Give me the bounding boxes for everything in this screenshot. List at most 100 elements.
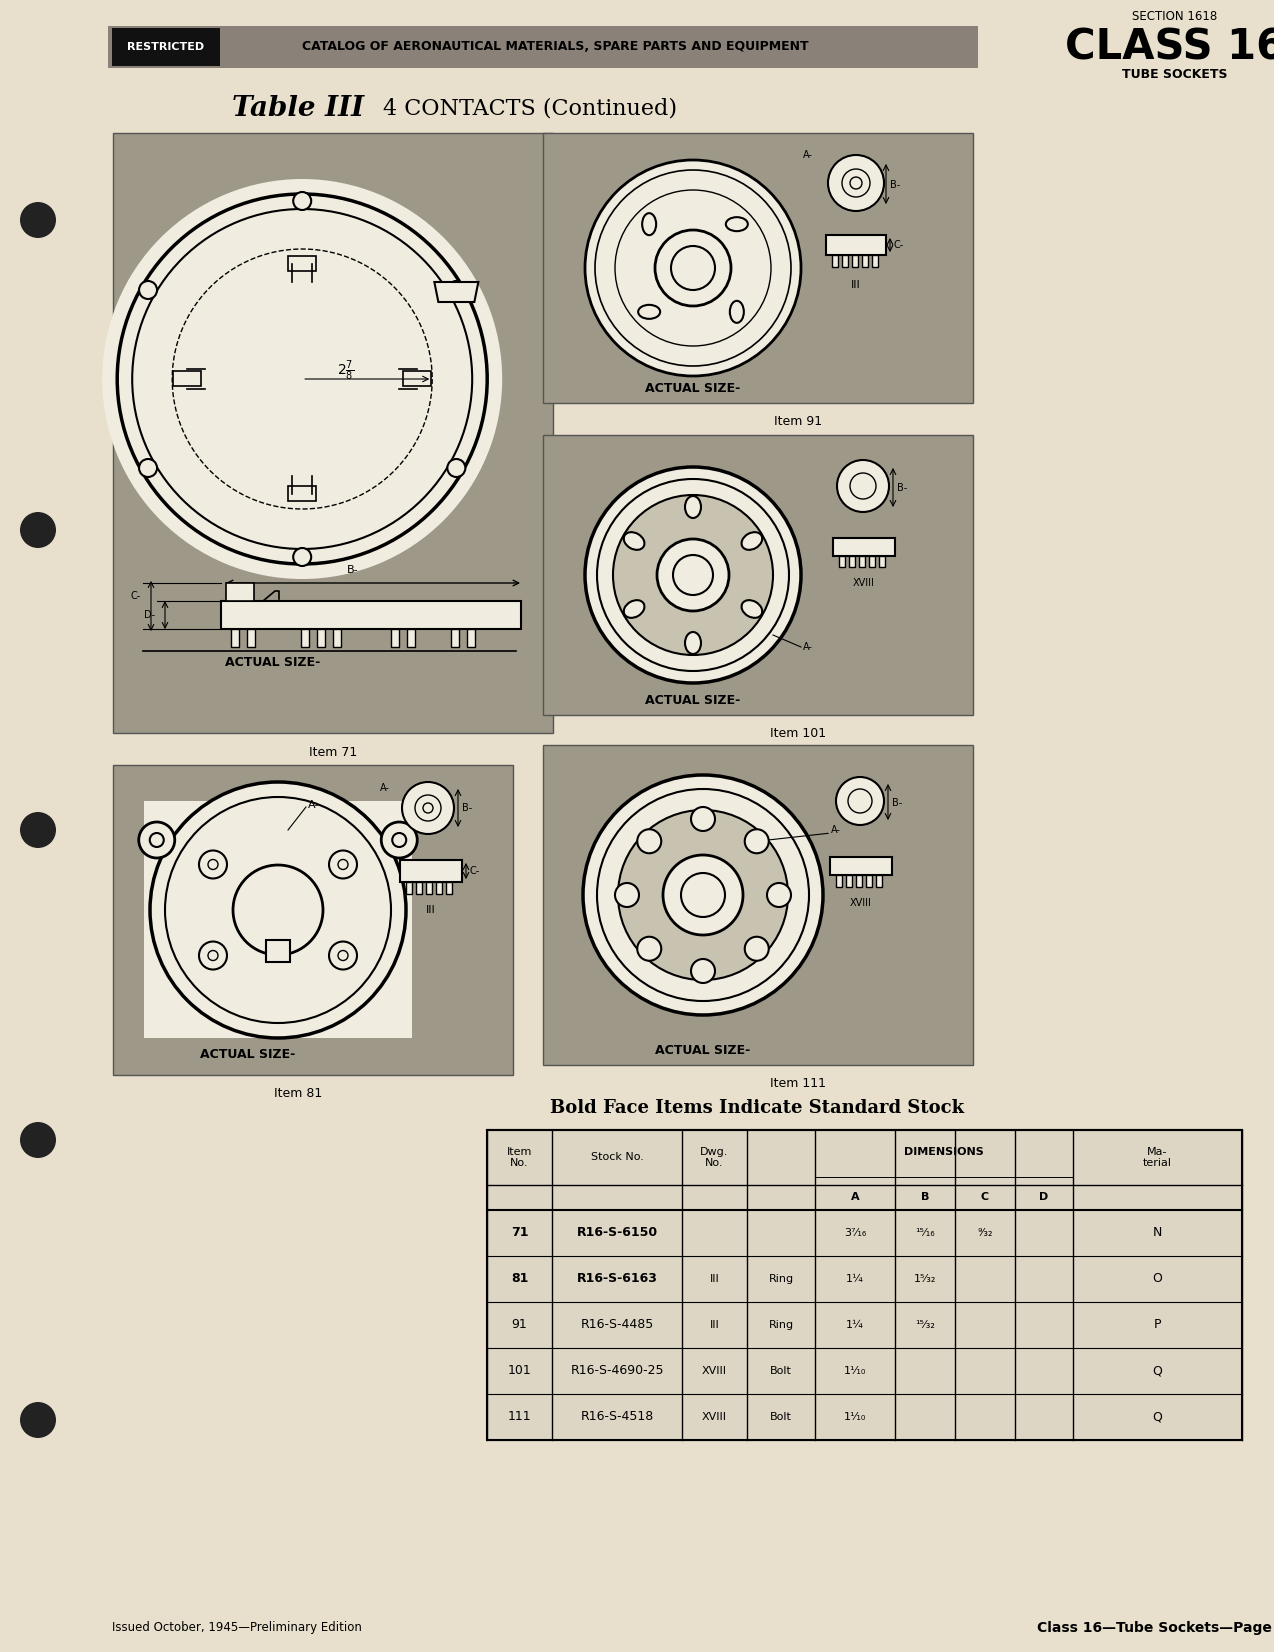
Circle shape [139, 281, 157, 299]
Circle shape [293, 192, 311, 210]
Text: Class 16—Tube Sockets—Page 7: Class 16—Tube Sockets—Page 7 [1037, 1621, 1274, 1635]
Text: SECTION 1618: SECTION 1618 [1133, 10, 1218, 23]
Ellipse shape [741, 600, 762, 618]
Bar [879, 557, 885, 567]
Text: A-: A- [380, 783, 390, 793]
Bar [288, 486, 316, 501]
Text: ACTUAL SIZE-: ACTUAL SIZE- [646, 382, 740, 395]
Circle shape [615, 884, 640, 907]
Text: Bold Face Items Indicate Standard Stock: Bold Face Items Indicate Standard Stock [550, 1099, 964, 1117]
Bar [173, 370, 201, 387]
Bar [842, 254, 848, 268]
Bar [403, 370, 431, 387]
Bar [869, 557, 875, 567]
Bar [848, 557, 855, 567]
Bar [426, 882, 432, 894]
Ellipse shape [624, 532, 645, 550]
Text: TUBE SOCKETS: TUBE SOCKETS [1122, 68, 1228, 81]
Bar [225, 583, 254, 601]
Text: 81: 81 [511, 1272, 529, 1285]
Text: 91: 91 [512, 1318, 527, 1332]
Ellipse shape [726, 216, 748, 231]
Text: III: III [851, 279, 861, 291]
Text: CLASS 16: CLASS 16 [1065, 26, 1274, 69]
Bar [451, 629, 459, 648]
Text: XVIII: XVIII [702, 1412, 727, 1422]
Text: D: D [1040, 1193, 1049, 1203]
Text: A: A [851, 1193, 859, 1203]
Text: 1¼: 1¼ [846, 1320, 864, 1330]
Text: D-: D- [144, 610, 155, 620]
Text: Item
No.: Item No. [507, 1146, 533, 1168]
Text: A-: A- [803, 643, 813, 653]
Circle shape [329, 942, 357, 970]
Text: A-: A- [831, 824, 841, 834]
Circle shape [657, 539, 729, 611]
Polygon shape [144, 801, 413, 1037]
Text: R16-S-4690-25: R16-S-4690-25 [571, 1365, 664, 1378]
Circle shape [20, 1122, 56, 1158]
Text: B-: B- [891, 180, 901, 190]
Circle shape [655, 230, 731, 306]
Circle shape [139, 823, 175, 857]
Text: B-: B- [462, 803, 473, 813]
Bar [826, 235, 885, 254]
Text: Ma-
terial: Ma- terial [1143, 1146, 1172, 1168]
Text: Stock No.: Stock No. [591, 1153, 643, 1163]
Ellipse shape [741, 532, 762, 550]
Circle shape [618, 809, 789, 980]
Text: 71: 71 [511, 1226, 529, 1239]
Text: A-: A- [308, 800, 320, 809]
Circle shape [767, 884, 791, 907]
Text: C-: C- [131, 591, 141, 601]
Text: Ring: Ring [768, 1274, 794, 1284]
Ellipse shape [685, 633, 701, 654]
Text: ACTUAL SIZE-: ACTUAL SIZE- [200, 1049, 296, 1062]
Circle shape [745, 937, 768, 961]
Bar [417, 882, 422, 894]
Circle shape [20, 813, 56, 847]
Circle shape [403, 781, 454, 834]
Bar [112, 28, 220, 66]
Circle shape [585, 160, 801, 377]
Text: XVIII: XVIII [702, 1366, 727, 1376]
Circle shape [691, 806, 715, 831]
Bar [113, 765, 513, 1075]
Text: B-: B- [348, 565, 359, 575]
Text: 101: 101 [507, 1365, 531, 1378]
Bar [832, 254, 838, 268]
Bar [108, 26, 978, 68]
Text: 4 CONTACTS (Continued): 4 CONTACTS (Continued) [383, 97, 676, 119]
Text: C-: C- [894, 240, 905, 249]
Text: Item 101: Item 101 [769, 727, 826, 740]
Text: R16-S-6150: R16-S-6150 [576, 1226, 657, 1239]
Circle shape [381, 823, 418, 857]
Circle shape [613, 496, 773, 654]
Text: III: III [710, 1320, 720, 1330]
Text: B-: B- [892, 798, 902, 808]
Text: ACTUAL SIZE-: ACTUAL SIZE- [655, 1044, 750, 1057]
Circle shape [447, 281, 465, 299]
Text: C-: C- [470, 866, 480, 876]
Text: ¹⁵⁄₃₂: ¹⁵⁄₃₂ [915, 1320, 935, 1330]
Text: ACTUAL SIZE-: ACTUAL SIZE- [646, 694, 740, 707]
Ellipse shape [730, 301, 744, 322]
Bar [247, 629, 255, 648]
Circle shape [691, 960, 715, 983]
Bar [301, 629, 310, 648]
Bar [862, 254, 868, 268]
Text: Bolt: Bolt [769, 1366, 792, 1376]
Text: R16-S-4485: R16-S-4485 [581, 1318, 654, 1332]
Circle shape [139, 459, 157, 477]
Circle shape [585, 468, 801, 682]
Text: 1¼: 1¼ [846, 1274, 864, 1284]
Circle shape [583, 775, 823, 1014]
Text: 1¹⁄₁₀: 1¹⁄₁₀ [843, 1366, 866, 1376]
Text: R16-S-4518: R16-S-4518 [581, 1411, 654, 1424]
Bar [400, 861, 462, 882]
Ellipse shape [638, 306, 660, 319]
Bar [406, 629, 415, 648]
Text: Issued October, 1945—Preliminary Edition: Issued October, 1945—Preliminary Edition [112, 1622, 362, 1634]
Bar [833, 539, 896, 557]
Ellipse shape [642, 213, 656, 235]
